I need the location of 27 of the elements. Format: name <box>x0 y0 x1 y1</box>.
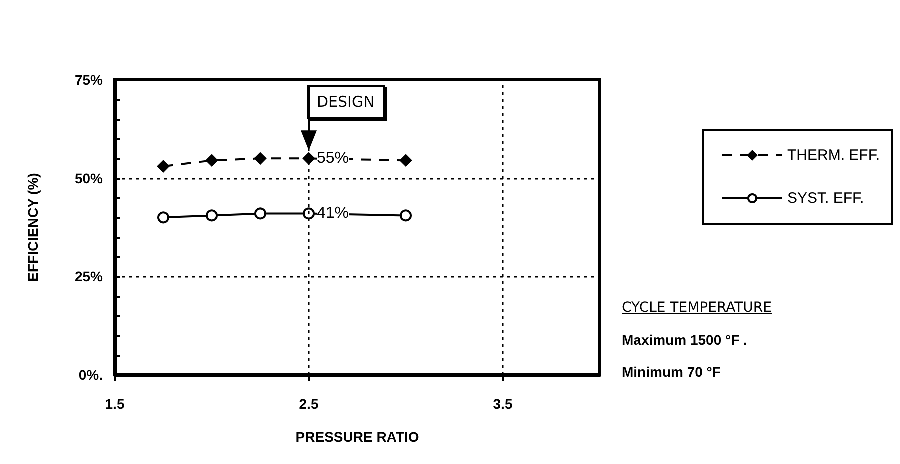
point <box>254 152 266 165</box>
x-tick-label: 1.5 <box>105 396 125 412</box>
point <box>158 160 170 173</box>
point <box>254 208 266 220</box>
point <box>206 210 218 222</box>
x-tick-label: 3.5 <box>493 396 513 412</box>
y-axis-title: EFFICIENCY (%) <box>25 173 41 282</box>
point <box>303 152 315 165</box>
y-tick-label: 50% <box>74 170 104 186</box>
point <box>400 210 412 222</box>
point <box>400 154 412 167</box>
annotation: DESIGN <box>307 85 385 119</box>
y-tick-label: 25% <box>74 268 104 285</box>
point <box>206 154 218 167</box>
data-label: 55% <box>317 150 350 168</box>
text: Maximum 1500 °F . <box>622 332 748 348</box>
data-label: 41% <box>317 205 350 222</box>
point <box>158 212 170 224</box>
x-tick-label: 2.5 <box>299 396 319 412</box>
legend-label: SYST. EFF. <box>788 190 864 207</box>
legend-label: THERM. EFF. <box>788 147 880 164</box>
text: Minimum 70 °F <box>622 364 721 380</box>
y-tick-label: 75% <box>74 72 104 88</box>
text: CYCLE TEMPERATURE <box>622 300 772 316</box>
point <box>303 208 315 220</box>
y-tick-label: 0%. <box>78 367 103 383</box>
x-axis-title: PRESSURE RATIO <box>296 429 420 445</box>
